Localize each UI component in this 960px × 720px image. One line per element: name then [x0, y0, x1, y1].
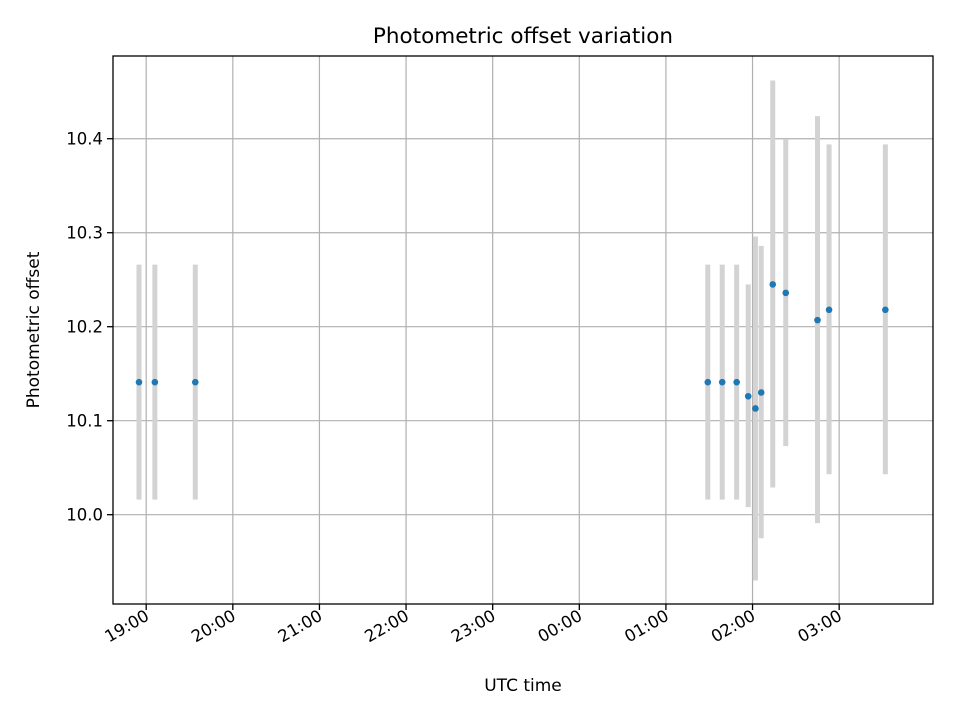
y-tick-label: 10.0 [66, 506, 103, 525]
data-point [135, 378, 143, 386]
data-point [882, 306, 889, 314]
y-axis-label: Photometric offset [24, 251, 44, 408]
x-tick-label: 01:00 [621, 606, 672, 646]
x-tick-label: 21:00 [275, 606, 326, 646]
data-point [757, 389, 765, 396]
chart-title: Photometric offset variation [373, 24, 673, 49]
x-tick-label: 22:00 [361, 606, 412, 646]
data-point [718, 378, 726, 386]
x-tick-label: 03:00 [794, 606, 845, 646]
data-point [769, 281, 777, 288]
data-point [744, 392, 752, 400]
y-tick-label: 10.2 [66, 318, 103, 337]
data-point [782, 289, 790, 297]
data-point [191, 378, 199, 386]
x-tick-label: 19:00 [102, 606, 153, 646]
y-tick-label: 10.1 [66, 412, 103, 431]
data-point [825, 306, 833, 314]
plot-frame [112, 55, 934, 605]
data-point [733, 378, 740, 386]
data-point [752, 405, 759, 412]
y-tick-label: 10.3 [66, 224, 103, 243]
x-tick-label: 02:00 [708, 606, 759, 646]
data-point [814, 316, 821, 324]
x-axis-label: UTC time [484, 676, 562, 696]
grid-layer [113, 56, 933, 604]
data-point [151, 378, 159, 386]
point-layer [135, 281, 889, 412]
data-point [704, 378, 712, 386]
plot-background [113, 56, 933, 604]
y-tick-label: 10.4 [66, 130, 103, 149]
x-tick-label: 23:00 [448, 606, 499, 646]
x-tick-label: 00:00 [535, 606, 586, 646]
x-tick-label: 20:00 [188, 606, 239, 646]
